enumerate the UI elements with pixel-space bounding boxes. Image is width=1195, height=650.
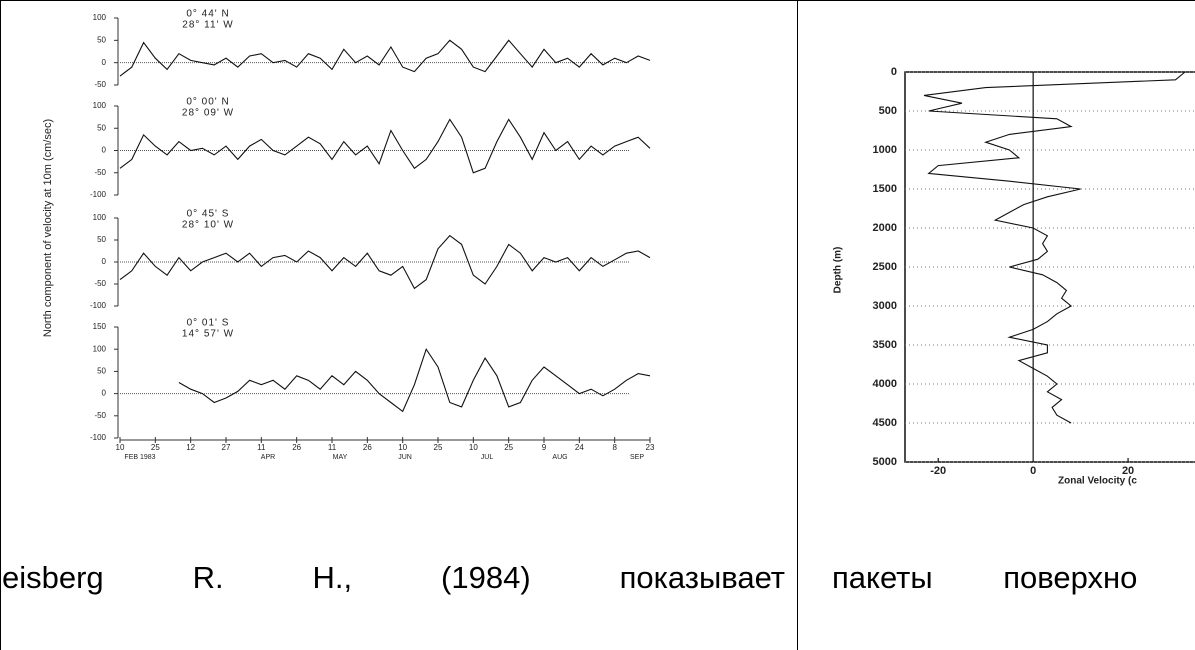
velocity-figure: North component of velocity at 10m (cm/s… xyxy=(42,9,655,461)
y-tick-label: 0 xyxy=(102,58,107,67)
panel-title: 0° 44' N xyxy=(186,9,229,20)
velocity-line xyxy=(119,234,651,290)
panel-title: 28° 11' W xyxy=(182,20,233,31)
panel-title: 0° 00' N xyxy=(186,97,229,108)
panel-title: 28° 09' W xyxy=(182,108,234,119)
y-tick-label: 3000 xyxy=(873,300,897,312)
month-label: FEB 1983 xyxy=(124,454,155,461)
y-tick-label: -100 xyxy=(90,301,107,310)
velocity-line xyxy=(119,118,651,174)
x-tick-label: 25 xyxy=(151,443,160,452)
x-tick-label: 11 xyxy=(328,443,337,452)
x-tick-label: 20 xyxy=(1122,465,1134,477)
y-tick-label: -100 xyxy=(90,190,107,199)
velocity-line xyxy=(119,39,651,77)
month-label: JUL xyxy=(481,454,494,461)
velocity-profile xyxy=(923,71,1186,424)
month-label: APR xyxy=(261,454,275,461)
y-axis-label: North component of velocity at 10m (cm/s… xyxy=(42,119,54,337)
y-tick-label: 100 xyxy=(93,13,107,22)
y-tick-label: 0 xyxy=(102,146,107,155)
x-tick-label: 25 xyxy=(434,443,443,452)
velocity-line xyxy=(178,347,651,413)
paragraph: eisberg R. H., (1984) показывает xyxy=(2,560,785,595)
x-tick-label: 10 xyxy=(398,443,407,452)
y-tick-label: 100 xyxy=(93,344,107,353)
y-tick-label: 50 xyxy=(97,123,106,132)
y-tick-label: 0 xyxy=(102,257,107,266)
y-tick-label: 50 xyxy=(97,35,106,44)
x-tick-label: 26 xyxy=(363,443,372,452)
month-label: AUG xyxy=(552,454,567,461)
panel-title: 0° 01' S xyxy=(187,318,230,329)
y-tick-label: -50 xyxy=(94,168,106,177)
month-label: JUN xyxy=(398,454,412,461)
x-tick-label: 0 xyxy=(1030,465,1036,477)
x-tick-label: 27 xyxy=(222,443,231,452)
paragraph: пакеты поверхно xyxy=(832,560,1138,595)
x-tick-label: 23 xyxy=(646,443,655,452)
y-tick-label: 2000 xyxy=(873,222,897,234)
month-label: SEP xyxy=(630,454,644,461)
x-tick-label: 11 xyxy=(257,443,266,452)
y-tick-label: 150 xyxy=(93,322,107,331)
y-axis-label: Depth (m) xyxy=(833,247,844,294)
y-tick-label: 0 xyxy=(102,389,107,398)
y-tick-label: 50 xyxy=(97,367,106,376)
table-border xyxy=(0,0,1195,1)
x-tick-label: 9 xyxy=(542,443,547,452)
y-tick-label: 3500 xyxy=(873,339,897,351)
y-tick-label: 1500 xyxy=(873,183,897,195)
panel-title: 14° 57' W xyxy=(182,329,234,340)
y-tick-label: 0 xyxy=(891,66,897,78)
y-tick-label: 1000 xyxy=(873,144,897,156)
y-tick-label: -50 xyxy=(94,279,106,288)
y-tick-label: -100 xyxy=(90,433,107,442)
y-tick-label: 4500 xyxy=(873,417,897,429)
panel-title: 0° 45' S xyxy=(187,209,230,220)
y-tick-label: 2500 xyxy=(873,261,897,273)
x-tick-label: 25 xyxy=(504,443,513,452)
y-tick-label: 4000 xyxy=(873,378,897,390)
x-axis-label: Zonal Velocity (c xyxy=(1058,476,1137,487)
x-tick-label: 12 xyxy=(186,443,195,452)
y-tick-label: 50 xyxy=(97,235,106,244)
y-tick-label: -50 xyxy=(94,411,106,420)
x-tick-label: 10 xyxy=(116,443,125,452)
y-tick-label: 100 xyxy=(93,213,107,222)
y-tick-label: 5000 xyxy=(873,456,897,468)
y-tick-label: 500 xyxy=(879,105,897,117)
y-tick-label: 100 xyxy=(93,101,107,110)
x-tick-label: 26 xyxy=(292,443,301,452)
panel-title: 28° 10' W xyxy=(182,220,234,231)
x-tick-label: 10 xyxy=(469,443,478,452)
x-tick-label: -20 xyxy=(930,465,946,477)
table-border xyxy=(797,0,798,650)
x-tick-label: 24 xyxy=(575,443,584,452)
month-label: MAY xyxy=(333,454,348,461)
y-tick-label: -50 xyxy=(94,80,106,89)
depth-figure: 0 500 1000 1500 2000 2500 3000 3500 4000 4500 5000… xyxy=(833,66,1195,487)
table-border xyxy=(0,0,1,650)
x-tick-label: 8 xyxy=(612,443,617,452)
